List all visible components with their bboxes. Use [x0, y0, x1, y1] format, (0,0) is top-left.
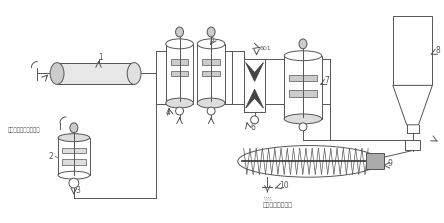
- Ellipse shape: [58, 134, 90, 142]
- Text: 尾矿固化充填矿浆: 尾矿固化充填矿浆: [262, 202, 293, 208]
- Bar: [366, 153, 384, 169]
- Text: 8: 8: [435, 46, 440, 55]
- Ellipse shape: [175, 27, 183, 37]
- Text: 601: 601: [260, 46, 271, 51]
- Ellipse shape: [299, 39, 307, 49]
- Bar: [166, 44, 193, 103]
- Ellipse shape: [127, 63, 141, 84]
- Polygon shape: [170, 70, 188, 76]
- Polygon shape: [289, 91, 317, 97]
- Polygon shape: [246, 89, 263, 108]
- Polygon shape: [246, 89, 263, 108]
- Bar: [244, 59, 266, 112]
- Ellipse shape: [175, 107, 183, 115]
- Ellipse shape: [166, 98, 193, 108]
- Ellipse shape: [50, 63, 64, 84]
- Bar: [62, 148, 86, 153]
- Polygon shape: [202, 70, 220, 76]
- Polygon shape: [393, 85, 432, 125]
- Text: 5: 5: [209, 35, 214, 44]
- Ellipse shape: [166, 39, 193, 49]
- Ellipse shape: [251, 116, 258, 124]
- Ellipse shape: [197, 39, 225, 49]
- Ellipse shape: [238, 146, 380, 177]
- Ellipse shape: [207, 107, 215, 115]
- Polygon shape: [289, 75, 317, 81]
- Text: 7: 7: [325, 76, 329, 85]
- Bar: [58, 138, 90, 175]
- Ellipse shape: [284, 51, 322, 61]
- Bar: [197, 44, 225, 103]
- Text: 1: 1: [99, 53, 103, 62]
- Text: 混凝碱液、副产石膑渣: 混凝碱液、副产石膑渣: [8, 127, 40, 132]
- Ellipse shape: [70, 123, 78, 133]
- Text: 6: 6: [250, 123, 255, 132]
- Text: 9: 9: [388, 159, 393, 168]
- Text: 3: 3: [76, 186, 81, 196]
- Polygon shape: [202, 59, 220, 65]
- Polygon shape: [246, 63, 263, 81]
- Bar: [284, 56, 322, 119]
- Ellipse shape: [58, 171, 90, 179]
- Polygon shape: [170, 59, 188, 65]
- Ellipse shape: [299, 123, 307, 131]
- Ellipse shape: [69, 178, 79, 188]
- Polygon shape: [246, 63, 263, 81]
- Text: 4: 4: [166, 108, 170, 118]
- Bar: [62, 159, 86, 165]
- Ellipse shape: [284, 114, 322, 124]
- Text: 2: 2: [48, 152, 53, 161]
- Ellipse shape: [207, 27, 215, 37]
- Text: 10: 10: [279, 181, 289, 190]
- Bar: [404, 140, 420, 149]
- Bar: [57, 63, 134, 84]
- Bar: [393, 16, 432, 85]
- Ellipse shape: [197, 98, 225, 108]
